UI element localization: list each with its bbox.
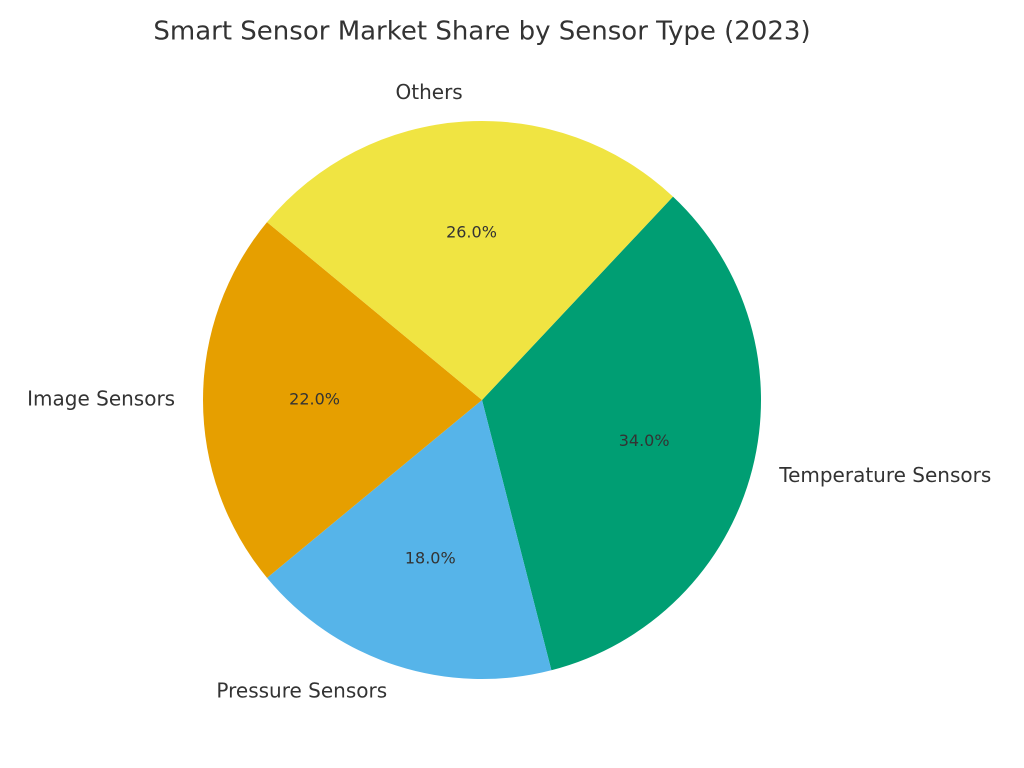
pie-slice: [482, 196, 761, 671]
chart-title: Smart Sensor Market Share by Sensor Type…: [153, 17, 810, 47]
pie-slice: [267, 400, 552, 679]
percent-label: 26.0%: [446, 222, 497, 241]
slice-label: Others: [396, 80, 463, 104]
slice-label: Temperature Sensors: [778, 463, 991, 487]
pie-slice: [267, 120, 673, 400]
slice-label: Image Sensors: [27, 387, 175, 411]
percent-label: 22.0%: [289, 390, 340, 409]
percent-label: 18.0%: [405, 549, 456, 568]
percent-label: 34.0%: [619, 431, 670, 450]
slice-label: Pressure Sensors: [216, 678, 387, 702]
pie-slice: [202, 222, 482, 578]
